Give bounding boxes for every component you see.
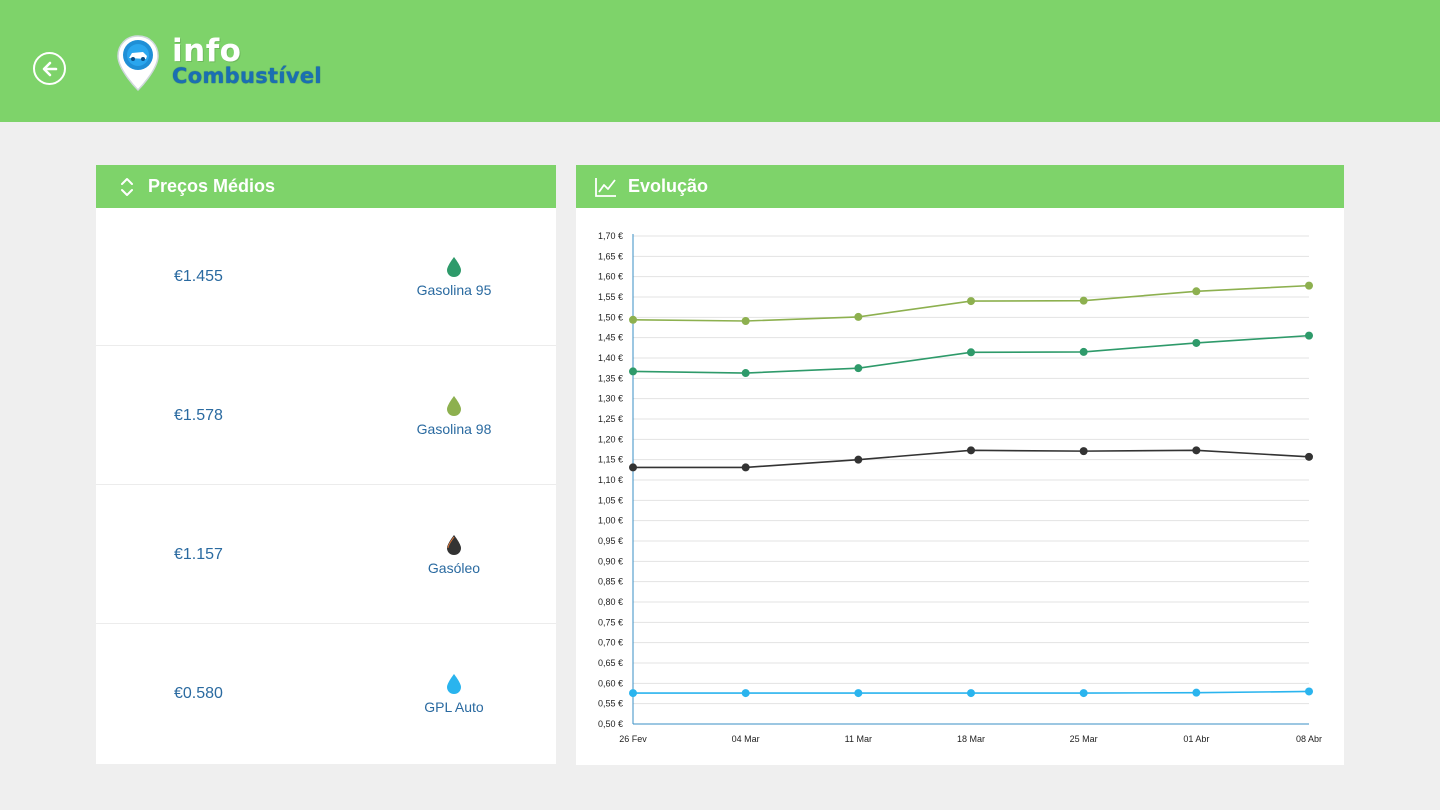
y-tick-label: 0,70 € bbox=[598, 638, 623, 648]
line-chart-icon bbox=[595, 177, 616, 197]
data-point bbox=[1079, 447, 1088, 456]
y-tick-label: 1,20 € bbox=[598, 434, 623, 444]
data-point bbox=[741, 463, 750, 472]
fuel-name: GPL Auto bbox=[424, 699, 484, 715]
data-point bbox=[967, 689, 975, 698]
fuel-name: Gasolina 95 bbox=[416, 282, 492, 298]
fuel-drop-icon bbox=[447, 396, 461, 416]
arrow-left-icon bbox=[42, 61, 57, 76]
fuel-drop-icon bbox=[447, 535, 461, 555]
data-point bbox=[854, 364, 863, 373]
y-tick-label: 1,25 € bbox=[598, 414, 623, 424]
data-point bbox=[854, 689, 863, 698]
prices-list: €1.455 Gasolina 95 €1.578 Gasolina 98 €1… bbox=[96, 208, 556, 764]
data-point bbox=[629, 463, 637, 472]
logo-info-text: info bbox=[172, 33, 242, 69]
logo-pin-icon bbox=[117, 35, 159, 92]
fuel-price: €1.455 bbox=[174, 268, 223, 285]
y-tick-label: 1,70 € bbox=[598, 231, 623, 241]
fuel-drop-icon bbox=[447, 674, 461, 694]
x-tick-label: 08 Abr bbox=[1296, 734, 1322, 744]
x-tick-label: 01 Abr bbox=[1183, 734, 1209, 744]
prices-panel-title: Preços Médios bbox=[148, 176, 276, 196]
data-point bbox=[1079, 296, 1088, 305]
chart-panel-header: Evolução bbox=[576, 165, 1344, 208]
x-tick-label: 26 Fev bbox=[619, 734, 647, 744]
y-tick-label: 1,00 € bbox=[598, 516, 623, 526]
data-point bbox=[1192, 338, 1201, 347]
logo-combustivel-text: Combustível bbox=[172, 64, 322, 88]
fuel-price-row[interactable]: €1.157 Gasóleo bbox=[96, 486, 556, 624]
y-tick-label: 1,50 € bbox=[598, 312, 623, 322]
fuel-name: Gasolina 98 bbox=[416, 421, 492, 437]
x-tick-label: 18 Mar bbox=[957, 734, 985, 744]
data-point bbox=[629, 367, 637, 376]
fuel-price: €1.578 bbox=[174, 407, 223, 424]
data-point bbox=[741, 316, 750, 325]
data-point bbox=[629, 315, 637, 324]
fuel-label: Gasolina 95 bbox=[404, 256, 504, 298]
data-point bbox=[1192, 446, 1201, 455]
y-tick-label: 0,50 € bbox=[598, 719, 623, 729]
fuel-label: GPL Auto bbox=[404, 673, 504, 715]
fuel-label: Gasóleo bbox=[404, 534, 504, 576]
fuel-price-row[interactable]: €1.455 Gasolina 95 bbox=[96, 208, 556, 346]
data-point bbox=[741, 689, 750, 698]
y-tick-label: 0,85 € bbox=[598, 577, 623, 587]
y-tick-label: 0,95 € bbox=[598, 536, 623, 546]
data-point bbox=[1192, 287, 1201, 296]
fuel-price: €1.157 bbox=[174, 546, 223, 563]
data-point bbox=[1305, 687, 1313, 696]
data-point bbox=[1079, 689, 1088, 698]
chart-panel-title: Evolução bbox=[628, 176, 709, 196]
expand-collapse-icon[interactable] bbox=[116, 176, 138, 198]
data-point bbox=[1305, 331, 1313, 340]
y-tick-label: 1,65 € bbox=[598, 251, 623, 261]
data-point bbox=[967, 348, 975, 357]
y-tick-label: 0,55 € bbox=[598, 699, 623, 709]
y-tick-label: 1,40 € bbox=[598, 353, 623, 363]
evolution-chart: 1,70 € 1,65 € 1,60 € 1,55 € 1,50 € 1,45 € 1,40… bbox=[576, 208, 1344, 765]
y-tick-label: 1,35 € bbox=[598, 373, 623, 383]
x-tick-label: 11 Mar bbox=[845, 734, 872, 744]
data-point bbox=[854, 455, 863, 464]
fuel-price-row[interactable]: €0.580 GPL Auto bbox=[96, 625, 556, 763]
y-tick-label: 1,55 € bbox=[598, 292, 623, 302]
x-tick-label: 04 Mar bbox=[732, 734, 760, 744]
logo-text: info Combustível bbox=[172, 36, 322, 87]
back-button[interactable] bbox=[33, 52, 66, 85]
y-tick-label: 1,15 € bbox=[598, 455, 623, 465]
fuel-label: Gasolina 98 bbox=[404, 395, 504, 437]
fuel-price-row[interactable]: €1.578 Gasolina 98 bbox=[96, 347, 556, 485]
chart-svg: 1,70 € 1,65 € 1,60 € 1,55 € 1,50 € 1,45 € 1,40… bbox=[598, 231, 1322, 744]
data-point bbox=[967, 297, 975, 306]
y-tick-label: 1,45 € bbox=[598, 333, 623, 343]
y-tick-label: 1,30 € bbox=[598, 394, 623, 404]
x-tick-label: 25 Mar bbox=[1070, 734, 1098, 744]
data-point bbox=[1079, 347, 1088, 356]
y-tick-label: 1,05 € bbox=[598, 495, 623, 505]
data-point bbox=[1305, 452, 1313, 461]
y-tick-label: 0,90 € bbox=[598, 556, 623, 566]
prices-panel-header: Preços Médios bbox=[96, 165, 556, 208]
y-tick-label: 0,80 € bbox=[598, 597, 623, 607]
y-tick-label: 1,10 € bbox=[598, 475, 623, 485]
y-tick-label: 1,60 € bbox=[598, 272, 623, 282]
data-point bbox=[967, 446, 975, 455]
data-point bbox=[629, 689, 637, 698]
fuel-price: €0.580 bbox=[174, 685, 223, 702]
y-tick-label: 0,65 € bbox=[598, 658, 623, 668]
data-point bbox=[854, 312, 863, 321]
data-point bbox=[741, 369, 750, 378]
data-point bbox=[1192, 688, 1201, 697]
y-tick-label: 0,60 € bbox=[598, 678, 623, 688]
app-header: info Combustível bbox=[0, 0, 1440, 122]
y-tick-label: 0,75 € bbox=[598, 617, 623, 627]
data-point bbox=[1305, 281, 1313, 290]
fuel-drop-icon bbox=[447, 257, 461, 277]
fuel-name: Gasóleo bbox=[427, 560, 481, 576]
